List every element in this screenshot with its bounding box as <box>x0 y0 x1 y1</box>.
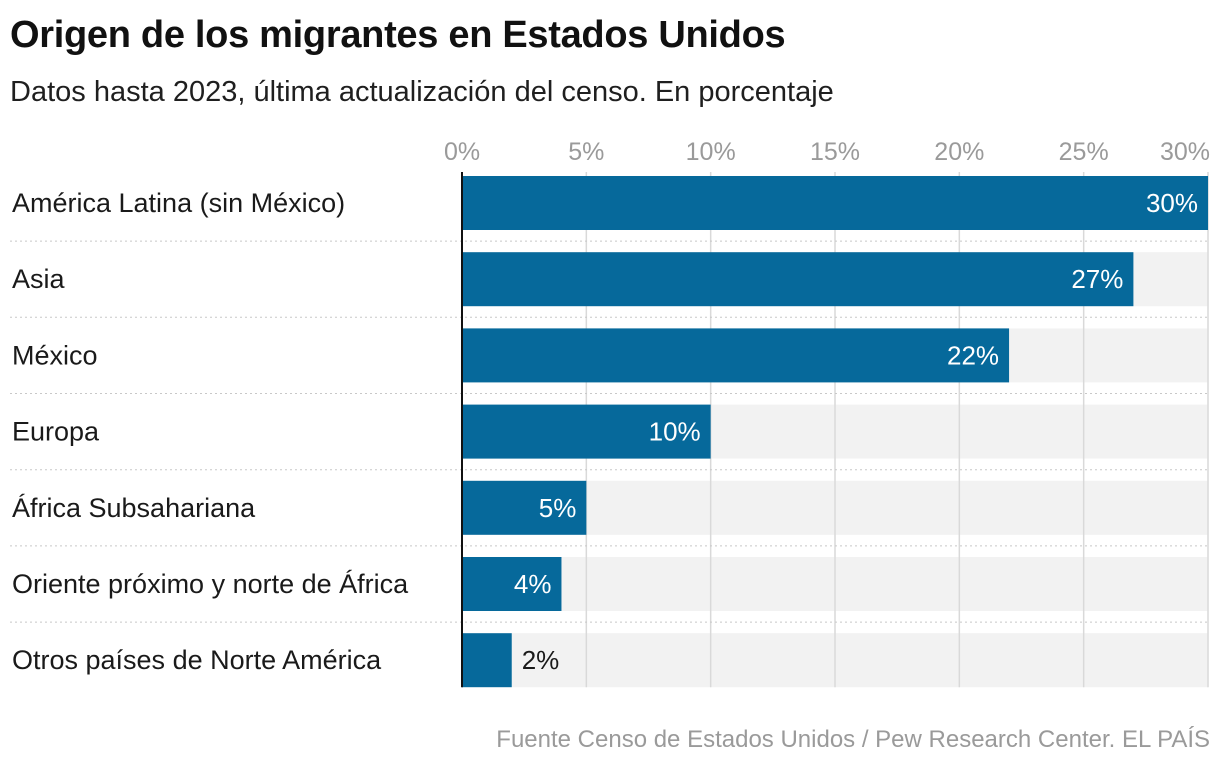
x-tick-label: 30% <box>1160 138 1210 166</box>
x-tick-label: 0% <box>444 138 480 166</box>
category-label: Oriente próximo y norte de África <box>12 569 409 599</box>
chart-title: Origen de los migrantes en Estados Unido… <box>10 14 786 56</box>
value-label: 2% <box>522 645 560 675</box>
x-tick-label: 25% <box>1059 138 1109 166</box>
category-label: África Subsahariana <box>12 493 256 523</box>
bar <box>462 328 1010 383</box>
x-tick-label: 10% <box>686 138 736 166</box>
x-tick-label: 20% <box>934 138 984 166</box>
category-label: México <box>12 340 98 370</box>
value-label: 10% <box>649 417 701 447</box>
category-label: América Latina (sin México) <box>12 188 345 218</box>
chart-subtitle: Datos hasta 2023, última actualización d… <box>10 76 834 108</box>
bar <box>462 404 711 459</box>
bar <box>462 557 562 611</box>
source-note: Fuente Censo de Estados Unidos / Pew Res… <box>496 726 1210 753</box>
category-label: Asia <box>12 264 66 294</box>
value-label: 4% <box>514 569 552 599</box>
value-label: 27% <box>1071 264 1123 294</box>
bar <box>462 480 587 535</box>
bar <box>462 176 1208 230</box>
value-label: 22% <box>947 340 999 370</box>
bar <box>462 633 512 688</box>
category-label: Europa <box>12 417 100 447</box>
value-label: 5% <box>539 493 577 523</box>
category-label: Otros países de Norte América <box>12 645 382 675</box>
x-tick-label: 15% <box>810 138 860 166</box>
bar <box>462 252 1134 307</box>
x-tick-label: 5% <box>568 138 604 166</box>
value-label: 30% <box>1146 188 1198 218</box>
